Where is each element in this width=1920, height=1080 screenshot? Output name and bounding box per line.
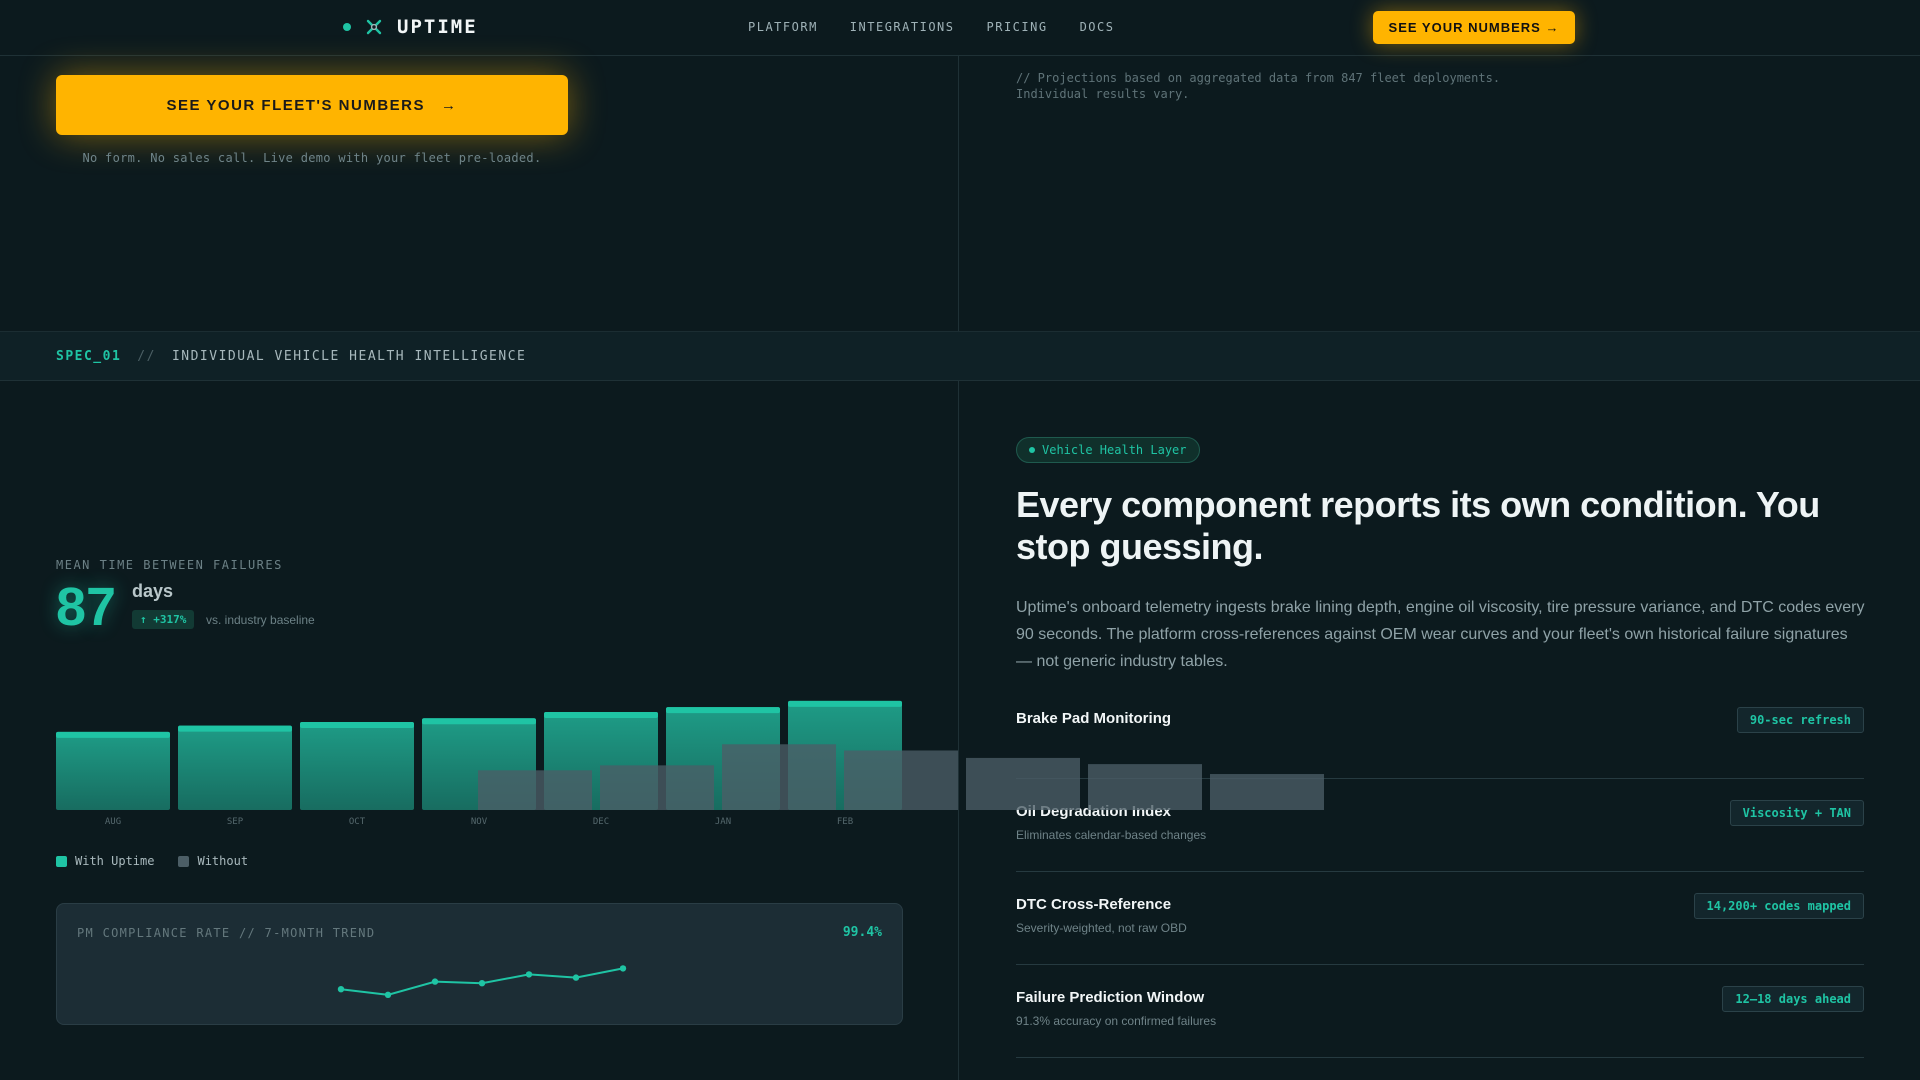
x-tick-label: SEP	[227, 817, 244, 827]
cta-subtext: No form. No sales call. Live demo with y…	[82, 151, 542, 165]
feature-title: Failure Prediction Window	[1016, 989, 1205, 1006]
projection-note-line: // Projections based on aggregated data …	[1016, 71, 1501, 85]
feature-subtitle: Eliminates calendar-based changes	[1016, 828, 1207, 842]
pm-trend-point	[619, 965, 627, 972]
pm-trend-point	[384, 991, 392, 998]
nav-link-platform[interactable]: PLATFORM	[748, 20, 818, 34]
bar-with-uptime-jan	[666, 707, 780, 810]
see-fleet-numbers-button[interactable]: SEE YOUR FLEET'S NUMBERS →	[56, 75, 568, 135]
mtbf-unit: days	[132, 581, 174, 601]
legend-swatch-with-uptime	[56, 855, 67, 867]
section-headline: Every component reports its own conditio…	[1016, 484, 1820, 567]
top-nav: UPTIME PLATFORM INTEGRATIONS PRICING DOC…	[0, 0, 1920, 56]
feature-row: Failure Prediction Window 91.3% accuracy…	[1016, 965, 1864, 1058]
bar-with-uptime-dec	[544, 712, 658, 810]
feature-row: Brake Pad Monitoring 90-sec refresh	[1016, 686, 1864, 779]
mtbf-label: MEAN TIME BETWEEN FAILURES	[56, 558, 283, 572]
feature-subtitle: Severity-weighted, not raw OBD	[1016, 921, 1187, 935]
spec-separator: //	[137, 348, 156, 364]
section-body: Uptime's onboard telemetry ingests brake…	[1016, 599, 1865, 670]
feature-row: DTC Cross-Reference Severity-weighted, n…	[1016, 872, 1864, 965]
arrow-right-icon: →	[441, 96, 458, 114]
feature-tag: 14,200+ codes mapped	[1693, 893, 1864, 919]
feature-row: Oil Degradation Index Eliminates calenda…	[1016, 779, 1864, 872]
bar-cap-sep	[178, 725, 292, 732]
legend-swatch-without	[178, 855, 190, 867]
mtbf-change-badge: ↑ +317%	[132, 610, 195, 629]
bar-cap-aug	[56, 731, 170, 738]
pill-label: Vehicle Health Layer	[1042, 443, 1187, 457]
logo-text: UPTIME	[397, 16, 478, 38]
bar-cap-jan	[666, 707, 780, 714]
bar-with-uptime-sep	[178, 725, 292, 810]
logo[interactable]: UPTIME	[343, 16, 478, 38]
bar-with-uptime-nov	[422, 718, 536, 810]
cta-label: SEE YOUR FLEET'S NUMBERS	[166, 96, 425, 114]
mtbf-value: 87	[56, 577, 117, 637]
bar-with-uptime-aug	[56, 731, 170, 810]
legend-label: Without	[197, 854, 249, 868]
pm-trend-point	[337, 986, 345, 993]
mtbf-bar-chart: AUG SEP OCT NOV DEC JAN FEB	[56, 700, 902, 827]
nav-link-pricing[interactable]: PRICING	[986, 20, 1048, 34]
spec-section-header: SPEC_01 // INDIVIDUAL VEHICLE HEALTH INT…	[0, 331, 1920, 381]
mtbf-comparison-text: vs. industry baseline	[206, 613, 315, 627]
projection-note: // Projections based on aggregated data …	[1016, 70, 1500, 102]
nav-cta-button[interactable]: SEE YOUR NUMBERS →	[1373, 11, 1575, 44]
bar-cap-nov	[422, 718, 536, 725]
column-divider-top	[958, 56, 959, 331]
wrench-logo-icon	[366, 19, 382, 35]
legend-item-without: Without	[178, 854, 248, 868]
pm-trend-point	[572, 974, 580, 981]
chart-legend: With Uptime Without	[56, 854, 248, 868]
nav-links: PLATFORM INTEGRATIONS PRICING DOCS	[748, 20, 1114, 34]
pm-trend-point	[431, 978, 439, 985]
feature-title: Oil Degradation Index	[1016, 803, 1172, 820]
feature-title: DTC Cross-Reference	[1016, 896, 1172, 913]
bar-cap-dec	[544, 712, 658, 719]
bar-cap-feb	[788, 700, 902, 707]
x-tick-label: FEB	[837, 817, 853, 827]
legend-item-with-uptime: With Uptime	[56, 854, 154, 868]
pm-compliance-title: PM COMPLIANCE RATE // 7-MONTH TREND	[77, 926, 376, 940]
projection-note-line: Individual results vary.	[1016, 87, 1190, 101]
section-pill: Vehicle Health Layer	[1016, 437, 1200, 463]
pill-dot-icon	[1029, 447, 1035, 453]
pm-compliance-value: 99.4%	[842, 925, 882, 940]
nav-link-docs[interactable]: DOCS	[1079, 20, 1115, 34]
pm-compliance-card: PM COMPLIANCE RATE // 7-MONTH TREND 99.4…	[56, 903, 903, 1025]
x-tick-label: JAN	[715, 817, 731, 827]
x-tick-label: DEC	[593, 817, 609, 827]
x-tick-label: AUG	[105, 817, 121, 827]
spec-id: SPEC_01	[56, 348, 122, 364]
bar-with-uptime-feb	[788, 700, 902, 810]
column-divider-main	[958, 381, 959, 1080]
feature-tag: Viscosity + TAN	[1729, 800, 1864, 826]
bar-cap-oct	[300, 721, 414, 728]
x-tick-label: NOV	[471, 817, 488, 827]
status-dot-icon	[343, 23, 351, 31]
spec-title: INDIVIDUAL VEHICLE HEALTH INTELLIGENCE	[171, 348, 527, 364]
feature-title: Brake Pad Monitoring	[1016, 710, 1172, 727]
pm-trend-point	[478, 980, 486, 987]
bar-with-uptime-oct	[300, 721, 414, 810]
feature-subtitle: 91.3% accuracy on confirmed failures	[1016, 1014, 1217, 1028]
pm-trend-sparkline	[337, 965, 627, 998]
legend-label: With Uptime	[75, 854, 155, 868]
feature-tag: 90-sec refresh	[1736, 707, 1864, 733]
nav-link-integrations[interactable]: INTEGRATIONS	[849, 20, 955, 34]
pm-trend-point	[525, 971, 533, 978]
feature-tag: 12–18 days ahead	[1722, 986, 1864, 1012]
x-tick-label: OCT	[349, 817, 366, 827]
